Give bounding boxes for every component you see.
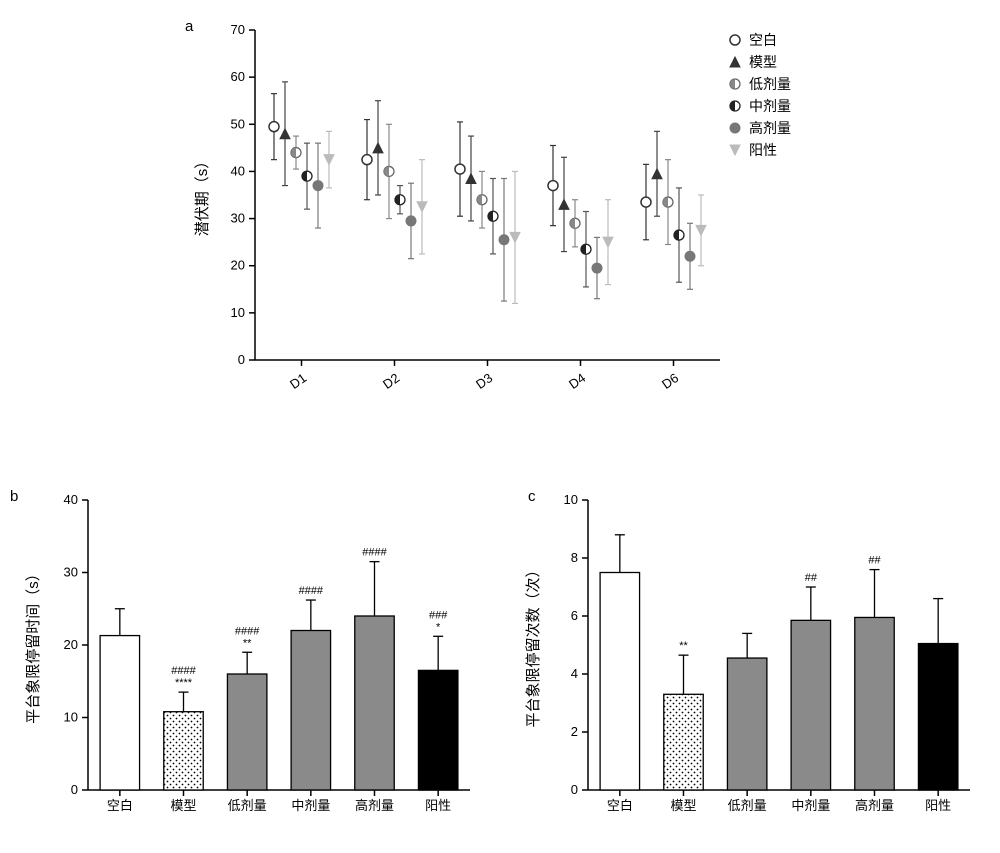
svg-text:30: 30: [64, 565, 78, 580]
svg-text:20: 20: [64, 637, 78, 652]
svg-text:0: 0: [571, 782, 578, 797]
panel-c: c 0 2 4 6 8 10 平台象限停留次数（次） 空白 ** 模型 低剂量 ## 中剂量 ## 高剂量 阳…: [510, 480, 1000, 835]
panel-b-chart: 010203040平台象限停留时间（s）空白****####模型**####低剂…: [10, 480, 500, 835]
svg-text:模型: 模型: [749, 54, 777, 70]
panel-a: a 0 10 20 30 40 50 60 70 D1 D2 D3 D4 D6 潜伏期（s） 空白模型低剂量…: [160, 10, 880, 440]
svg-text:平台象限停留次数（次）: 平台象限停留次数（次）: [525, 562, 542, 727]
svg-text:平台象限停留时间（s）: 平台象限停留时间（s）: [25, 566, 42, 724]
svg-text:2: 2: [571, 724, 578, 739]
svg-text:**: **: [679, 640, 688, 652]
svg-text:高剂量: 高剂量: [749, 120, 791, 136]
svg-text:##: ##: [805, 572, 818, 584]
svg-text:模型: 模型: [170, 798, 196, 813]
svg-text:高剂量: 高剂量: [855, 798, 894, 813]
svg-text:中剂量: 中剂量: [749, 98, 791, 114]
svg-text:0: 0: [71, 782, 78, 797]
svg-text:低剂量: 低剂量: [728, 798, 767, 813]
svg-text:D1: D1: [287, 370, 309, 392]
svg-text:阳性: 阳性: [925, 798, 951, 813]
panel-c-chart: 0 2 4 6 8 10 平台象限停留次数（次） 空白 ** 模型 低剂量 ## 中剂量 ## 高剂量 阳性: [510, 480, 1000, 835]
svg-text:中剂量: 中剂量: [791, 798, 830, 813]
svg-text:潜伏期（s）: 潜伏期（s）: [194, 154, 211, 237]
svg-text:40: 40: [231, 163, 245, 178]
svg-text:模型: 模型: [670, 798, 696, 813]
svg-text:阳性: 阳性: [749, 142, 777, 158]
svg-text:10: 10: [231, 305, 245, 320]
svg-text:###: ###: [429, 609, 448, 621]
svg-text:20: 20: [231, 258, 245, 273]
panel-c-label: c: [528, 488, 536, 505]
svg-text:空白: 空白: [749, 32, 777, 48]
svg-text:*: *: [436, 621, 441, 633]
svg-text:D2: D2: [380, 370, 402, 392]
panel-b-label: b: [10, 488, 18, 505]
svg-text:D6: D6: [659, 370, 681, 392]
svg-text:8: 8: [571, 550, 578, 565]
svg-text:4: 4: [571, 666, 578, 681]
svg-text:D4: D4: [566, 370, 588, 392]
svg-text:40: 40: [64, 492, 78, 507]
svg-text:60: 60: [231, 69, 245, 84]
svg-text:####: ####: [299, 585, 324, 597]
svg-text:低剂量: 低剂量: [228, 798, 267, 813]
svg-text:####: ####: [235, 625, 260, 637]
svg-text:中剂量: 中剂量: [291, 798, 330, 813]
svg-text:30: 30: [231, 211, 245, 226]
svg-text:高剂量: 高剂量: [355, 798, 394, 813]
svg-text:****: ****: [175, 677, 193, 689]
svg-text:6: 6: [571, 608, 578, 623]
svg-text:阳性: 阳性: [425, 798, 451, 813]
svg-text:0: 0: [238, 352, 245, 367]
panel-a-chart: 0 10 20 30 40 50 60 70 D1 D2 D3 D4 D6 潜伏期（s） 空白模型低剂量中剂…: [160, 10, 880, 440]
svg-text:##: ##: [868, 555, 881, 567]
panel-a-label: a: [185, 18, 193, 35]
svg-text:**: **: [243, 637, 252, 649]
svg-text:####: ####: [362, 547, 387, 559]
svg-text:####: ####: [171, 665, 196, 677]
svg-text:空白: 空白: [607, 798, 633, 813]
svg-text:70: 70: [231, 22, 245, 37]
svg-text:空白: 空白: [107, 798, 133, 813]
panel-b: b 010203040平台象限停留时间（s）空白****####模型**####…: [10, 480, 500, 835]
figure-root: a 010203040506070D1D2D3D4D6潜伏期（s）空白模型低剂量…: [10, 10, 990, 843]
svg-text:D3: D3: [473, 370, 495, 392]
svg-text:低剂量: 低剂量: [749, 76, 791, 92]
svg-text:10: 10: [64, 710, 78, 725]
svg-text:10: 10: [564, 492, 578, 507]
svg-text:50: 50: [231, 116, 245, 131]
